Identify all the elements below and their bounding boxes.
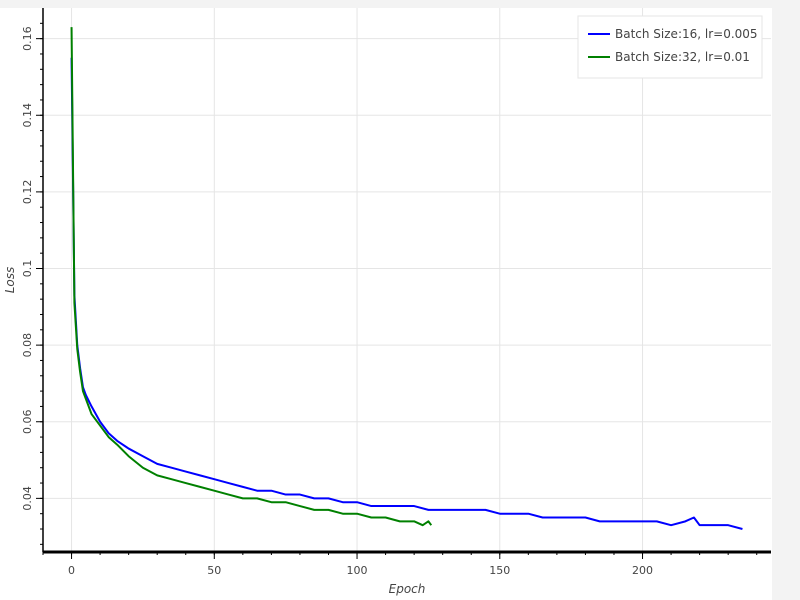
y-tick-label-0: 0.04	[21, 486, 34, 511]
legend-label-series-2: Batch Size:32, lr=0.01	[615, 50, 750, 64]
series-lines	[70, 27, 743, 530]
chart-border-top	[0, 0, 800, 8]
grid	[43, 8, 771, 552]
legend-box	[577, 15, 763, 79]
y-tick-label-1: 0.06	[21, 409, 34, 434]
series-line-2	[70, 27, 433, 527]
axes: 0 50 100 150 200 0.04 0.06 0.08 0.1 0.12 0.14 0.16	[21, 8, 771, 577]
legend-label-series-1: Batch Size:16, lr=0.005	[615, 27, 758, 41]
x-tick-label-1: 50	[207, 564, 221, 577]
y-tick-label-6: 0.16	[21, 26, 34, 51]
series-line-1	[70, 57, 743, 530]
y-tick-label-4: 0.12	[21, 180, 34, 205]
legend: Batch Size:16, lr=0.005 Batch Size:32, l…	[577, 15, 763, 79]
chart-border-right	[772, 0, 800, 600]
x-tick-label-0: 0	[68, 564, 75, 577]
y-tick-label-5: 0.14	[21, 103, 34, 128]
x-tick-label-3: 150	[489, 564, 510, 577]
y-tick-label-3: 0.1	[21, 260, 34, 278]
y-tick-label-2: 0.08	[21, 333, 34, 358]
x-tick-label-2: 100	[347, 564, 368, 577]
y-axis-title: Loss	[3, 267, 17, 294]
x-axis-title: Epoch	[389, 582, 426, 596]
x-tick-label-4: 200	[632, 564, 653, 577]
